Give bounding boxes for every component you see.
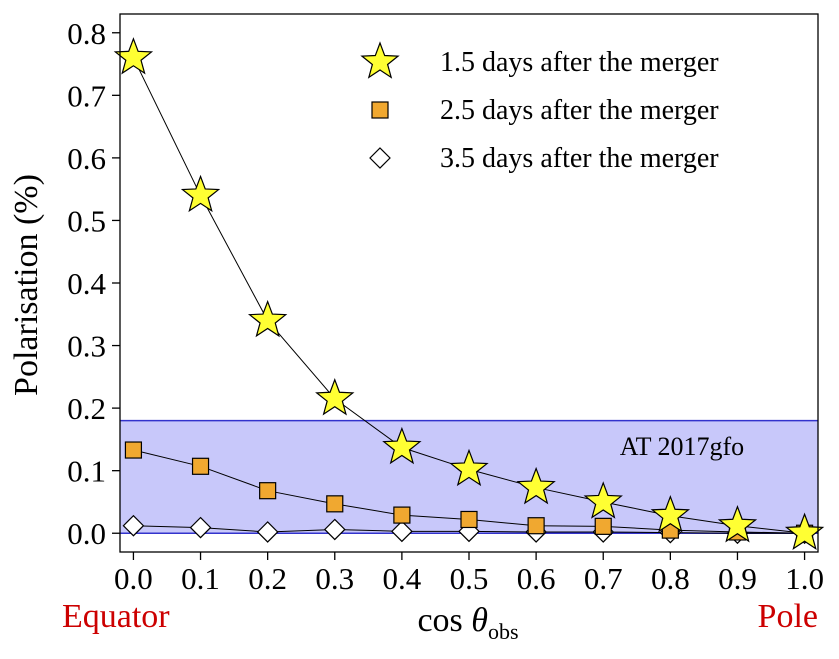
legend-marker-1 [360,41,400,79]
legend-label-2: 2.5 days after the merger [440,95,719,126]
series-1-point [247,299,288,338]
legend-label-3: 3.5 days after the merger [440,143,719,174]
x-tick-label: 0.2 [248,561,287,596]
x-axis-label-main: cos [417,602,471,639]
y-tick-label: 0.4 [67,266,106,301]
x-tick-label: 0.6 [517,561,556,596]
series-1-point [113,37,154,75]
equator-label: Equator [62,598,170,635]
x-axis-label: cos θobs [417,602,518,644]
x-tick-label: 0.0 [114,561,153,596]
series-2-point [259,482,277,500]
series-1-point [583,481,623,519]
pole-label: Pole [758,598,818,635]
series-3-point [256,521,279,543]
y-tick-label: 0.2 [67,391,106,426]
series-1-point [315,378,355,416]
series-1-point [382,426,422,465]
series-3-point [122,514,145,537]
x-axis-label-theta: θ [471,602,488,639]
series-2-point [527,517,545,535]
series-1-point [717,505,758,543]
x-tick-label: 0.9 [718,561,757,596]
series-1-point [449,448,489,487]
x-tick-label: 0.3 [315,561,354,596]
series-3-point [189,516,212,539]
x-axis-label-sub: obs [488,619,519,644]
y-axis-label: Polarisation (%) [8,174,45,396]
series-1-point [516,466,556,505]
x-tick-label: 0.8 [651,561,690,596]
y-tick-label: 0.0 [67,516,106,551]
legend-label-1: 1.5 days after the merger [440,47,719,78]
series-2-point [326,495,344,513]
x-tick-label: 0.1 [181,561,220,596]
x-tick-label: 0.7 [584,561,623,596]
series-3-point [323,518,346,541]
series-1-point [180,174,221,213]
series-3-point [391,520,413,543]
legend-marker-2 [371,101,389,119]
x-tick-label: 0.5 [450,561,489,596]
series-2-point [393,506,411,524]
x-tick-label: 1.0 [785,561,824,596]
y-tick-label: 0.5 [67,203,106,238]
y-tick-label: 0.7 [67,78,106,113]
series-1-point [650,495,691,533]
y-tick-label: 0.8 [67,16,106,51]
y-tick-label: 0.6 [67,141,106,176]
band-label: AT 2017gfo [620,432,744,461]
series-2-point [191,457,210,475]
y-tick-label: 0.1 [67,454,106,489]
x-tick-label: 0.4 [383,561,422,596]
y-tick-label: 0.3 [67,329,106,364]
series-2-point [594,517,612,535]
series-2-point [124,441,143,459]
axes-layer: 0.0 0.1 0.2 0.3 0.4 0.5 0.6 0.7 0.8 0.9 1.0 0.0 0.1 0… [67,13,824,596]
series-2-point [460,510,478,529]
legend: 1.5 days after the merger 2.5 days after … [360,41,719,174]
markers-layer [113,37,825,550]
legend-marker-3 [369,147,391,169]
